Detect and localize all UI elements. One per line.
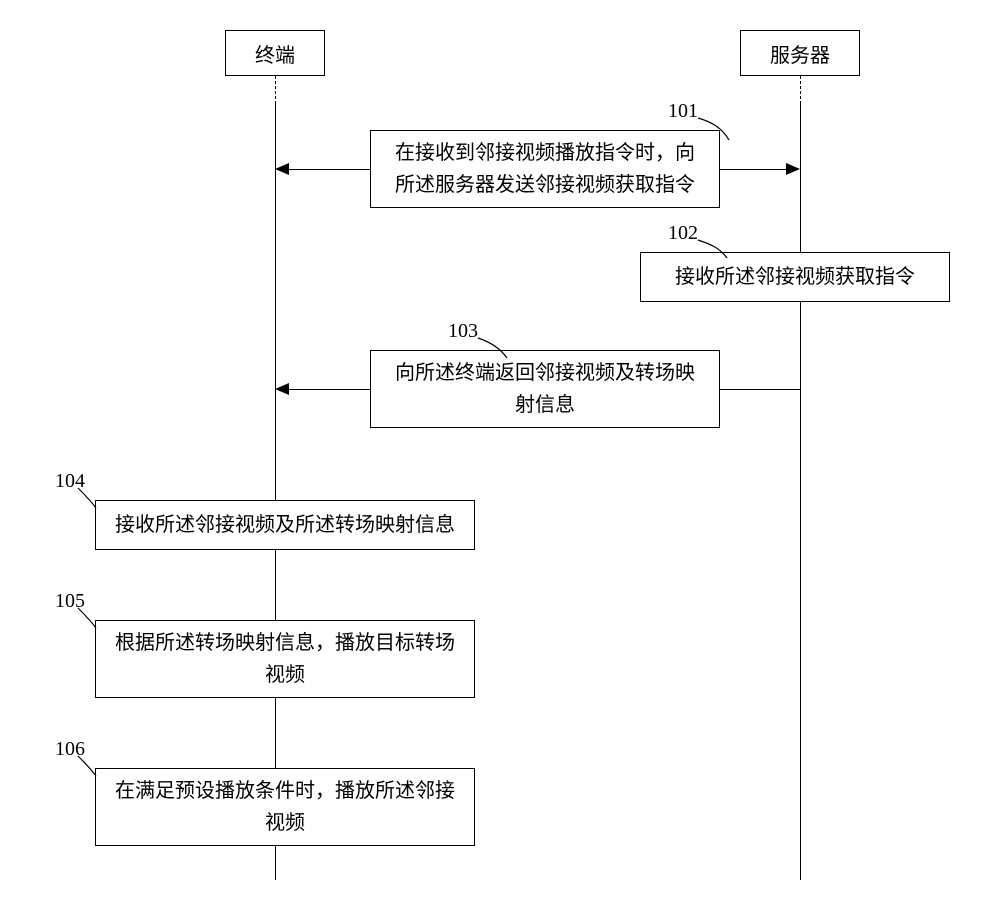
connector-101-1 xyxy=(720,169,788,170)
actor-terminal: 终端 xyxy=(225,30,325,76)
step-box-105: 根据所述转场映射信息，播放目标转场 视频 xyxy=(95,620,475,698)
lifeline-dash-terminal xyxy=(275,76,276,104)
arrowhead-left-icon xyxy=(275,383,289,395)
connector-103-1 xyxy=(720,389,800,390)
step-box-103: 向所述终端返回邻接视频及转场映 射信息 xyxy=(370,350,720,428)
lifeline-terminal xyxy=(275,104,276,880)
step-number-101: 101 xyxy=(668,100,698,123)
step-box-104: 接收所述邻接视频及所述转场映射信息 xyxy=(95,500,475,550)
step-number-103: 103 xyxy=(448,320,478,343)
step-box-106: 在满足预设播放条件时，播放所述邻接 视频 xyxy=(95,768,475,846)
step-number-102: 102 xyxy=(668,222,698,245)
arrowhead-left-icon xyxy=(275,163,289,175)
step-number-106: 106 xyxy=(55,738,85,761)
step-text: 接收所述邻接视频及所述转场映射信息 xyxy=(115,509,455,541)
lifeline-server xyxy=(800,104,801,880)
connector-103-0 xyxy=(287,389,370,390)
step-text: 在接收到邻接视频播放指令时，向 所述服务器发送邻接视频获取指令 xyxy=(395,137,695,201)
step-text: 向所述终端返回邻接视频及转场映 射信息 xyxy=(395,357,695,421)
step-text: 根据所述转场映射信息，播放目标转场 视频 xyxy=(115,627,455,691)
actor-label: 终端 xyxy=(255,39,295,68)
step-box-101: 在接收到邻接视频播放指令时，向 所述服务器发送邻接视频获取指令 xyxy=(370,130,720,208)
connector-101-0 xyxy=(287,169,370,170)
arrowhead-right-icon xyxy=(786,163,800,175)
step-number-105: 105 xyxy=(55,590,85,613)
step-text: 在满足预设播放条件时，播放所述邻接 视频 xyxy=(115,775,455,839)
step-box-102: 接收所述邻接视频获取指令 xyxy=(640,252,950,302)
lifeline-dash-server xyxy=(800,76,801,104)
step-number-104: 104 xyxy=(55,470,85,493)
actor-server: 服务器 xyxy=(740,30,860,76)
step-text: 接收所述邻接视频获取指令 xyxy=(675,261,915,293)
actor-label: 服务器 xyxy=(770,39,830,68)
